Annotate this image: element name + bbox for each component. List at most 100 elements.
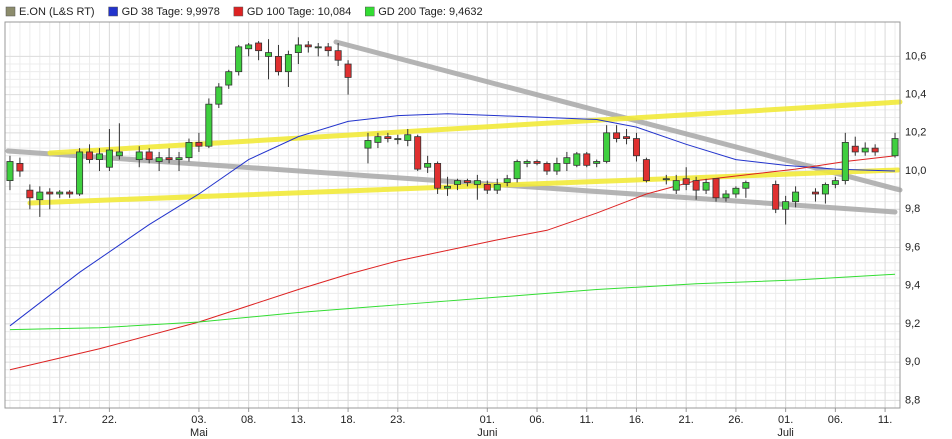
candle-body [185,141,193,159]
candle-body [404,134,412,141]
candle-body [483,184,491,191]
month-label: Mai [190,427,208,439]
y-tick-label: 9,0 [905,356,920,368]
candle-body [603,132,611,162]
candle-body [26,189,34,199]
candle-body [245,44,253,50]
moving-average-line [9,113,896,327]
candle-body [115,151,123,157]
marks [6,37,899,371]
candle-body [553,163,561,172]
x-tick-label: 01. [480,414,495,426]
y-tick-label: 9,6 [905,241,920,253]
x-tick-label: 08. [241,414,256,426]
candle-body [463,180,471,183]
moving-average-line [9,155,896,371]
candle-body [722,193,730,199]
candle-body [265,52,273,57]
candle-body [613,132,621,139]
trend-line [333,39,903,193]
candle-body [175,157,183,160]
y-tick-label: 9,8 [905,203,920,215]
candle-body [6,161,14,182]
candle-body [165,157,173,160]
candle-body [473,180,481,185]
y-tick-label: 10,4 [905,89,926,101]
candle-body [453,180,461,185]
x-tick-label: 23. [390,414,405,426]
x-tick-label: 03. [191,414,206,426]
candle-body [76,151,84,195]
candle-body [394,138,402,140]
candle-body [205,103,213,147]
x-tick-label: 21. [679,414,694,426]
x-tick-label: 11. [580,414,594,426]
candle-body [573,153,581,166]
candle-body [86,151,94,160]
candle-body [513,161,521,180]
x-tick-label: 06. [828,414,843,426]
moving-average-line [9,273,896,331]
candle-body [861,147,869,153]
candle-body [811,191,819,195]
candle-body [632,138,640,157]
candle-body [314,46,322,49]
x-tick-label: 16. [629,414,644,426]
month-label: Juli [777,427,794,439]
plot-frame [4,21,901,409]
candle-body [95,153,103,160]
y-tick-label: 10,2 [905,127,926,139]
candle-body [533,161,541,164]
candle-body [334,50,342,61]
candle-body [46,191,54,195]
trend-line [27,167,901,206]
candle-body [284,54,292,73]
candle-body [324,46,332,52]
candle-body [225,71,233,86]
candle-body [792,191,800,203]
candle-body [523,161,531,164]
candle-body [682,178,690,185]
x-tick-label: 11. [878,414,892,426]
candle-body [414,136,422,170]
candle-body [135,151,143,160]
x-tick-label: 17. [52,414,67,426]
legend-swatch [5,6,16,17]
legend-label: GD 200 Tage: 9,4632 [378,6,482,18]
candle-body [235,46,243,73]
candle-body [66,191,74,195]
candle-body [56,191,64,195]
y-tick-label: 9,2 [905,318,920,330]
legend-label: GD 38 Tage: 9,9978 [122,6,220,18]
y-tick-label: 10,0 [905,165,926,177]
legend-label: E.ON (L&S RT) [19,6,95,18]
x-tick-label: 06. [529,414,544,426]
legend: E.ON (L&S RT) GD 38 Tage: 9,9978 GD 100 Ta… [5,6,483,18]
candle-body [851,145,859,153]
candle-body [732,187,740,195]
candle-body [384,136,392,139]
candle-body [215,86,223,105]
candle-body [503,178,511,183]
y-tick-label: 9,4 [905,280,920,292]
axes: 8,8 9,0 9,2 9,4 9,6 9,8 10,0 10,2 10,4 10,6 17. 22.… [4,21,926,439]
candle-body [255,42,263,52]
candle-body [712,178,720,199]
candle-body [105,149,113,168]
candle-body [871,147,879,153]
candle-body [364,140,372,149]
candle-body [782,201,790,210]
candle-body [662,178,670,181]
candle-body [672,180,680,191]
candle-body [593,161,601,164]
candle-body [692,180,700,191]
candle-body [831,180,839,185]
candle-body [841,141,849,182]
candle-body [444,185,452,189]
legend-label: GD 100 Tage: 10,084 [247,6,351,18]
legend-swatch [233,6,244,17]
candle-body [344,63,352,78]
candle-body [155,157,163,162]
candle-body [742,182,750,189]
